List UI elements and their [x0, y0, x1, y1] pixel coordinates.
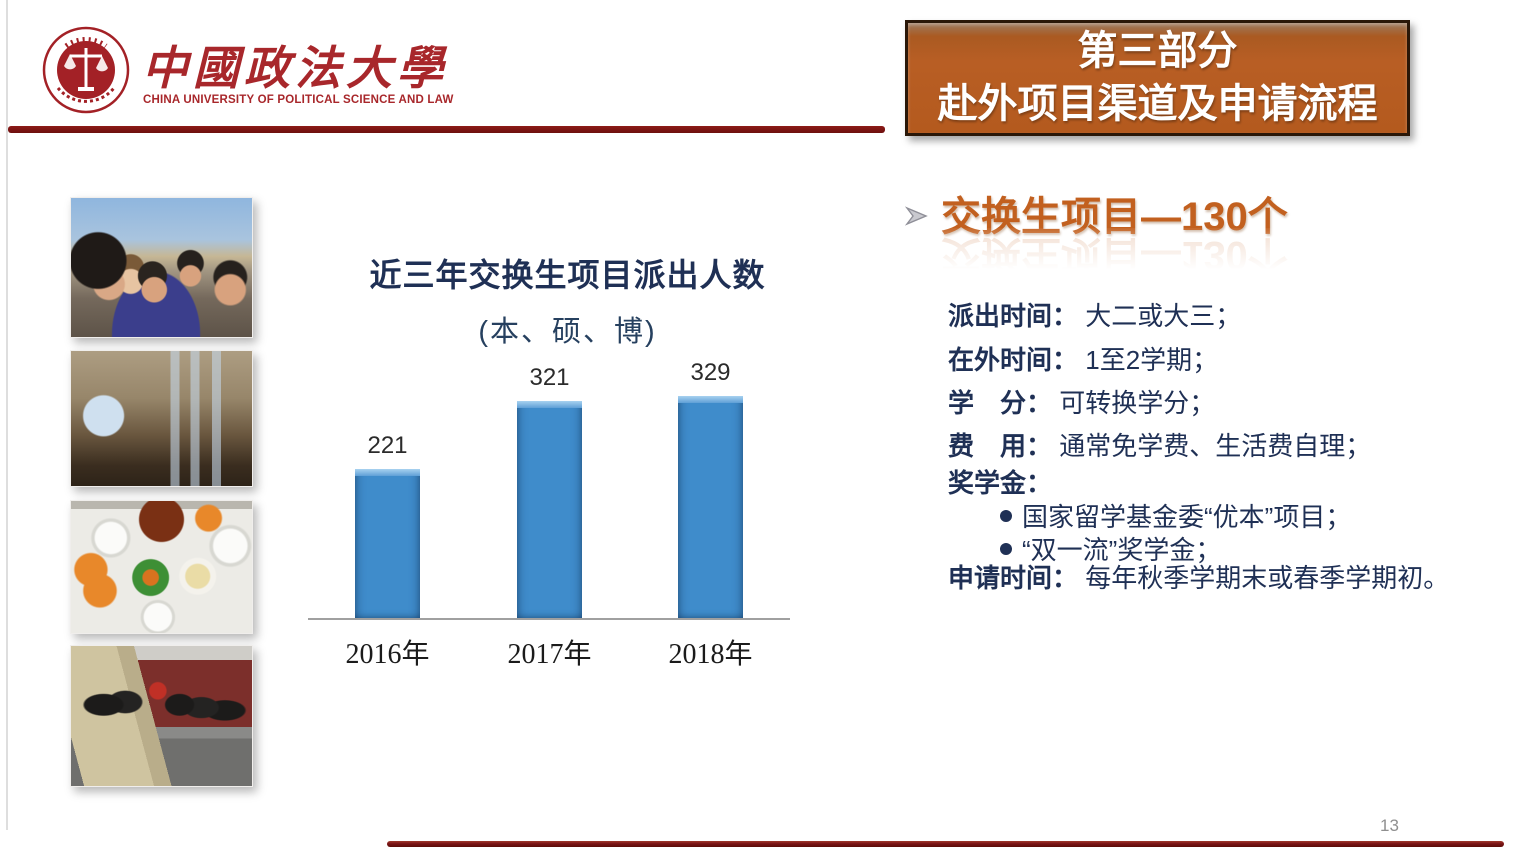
info-line-dispatch-time: 派出时间： 大二或大三； [948, 296, 1241, 333]
info-label: 申请时间： [948, 563, 1079, 593]
footer-divider-rule [387, 841, 1504, 847]
info-bullet-double-first-class: “双一流”奖学金； [948, 530, 1221, 567]
info-bullet-csc-program: 国家留学基金委“优本”项目； [948, 497, 1351, 534]
heading-reflection-fade [900, 228, 1380, 280]
bar-2018 [678, 396, 743, 618]
bar-group-2018: 329 [678, 359, 743, 618]
info-value: 每年秋季学期末或春季学期初。 [1085, 563, 1450, 593]
bar-2016 [355, 469, 420, 618]
university-seal-icon [42, 26, 130, 114]
photo-dinner-table-food [70, 500, 253, 634]
info-line-application-time: 申请时间： 每年秋季学期末或春季学期初。 [948, 558, 1449, 595]
page-number: 13 [1380, 816, 1399, 835]
chart-subtitle: (本、硕、博) [478, 316, 657, 348]
category-label-2017: 2017年 [507, 639, 592, 670]
info-label: 派出时间： [948, 301, 1079, 331]
photo-buffet-gathering [70, 645, 253, 787]
info-label: 费 用： [948, 431, 1053, 461]
bullet-dot-icon [1000, 509, 1012, 522]
category-label-2018: 2018年 [668, 639, 753, 670]
info-line-abroad-time: 在外时间： 1至2学期； [948, 340, 1218, 377]
info-label: 在外时间： [948, 345, 1079, 375]
arrow-bullet-icon [905, 206, 928, 226]
info-value: 1至2学期； [1085, 345, 1219, 375]
bar-2017 [517, 401, 582, 618]
category-label-2016: 2016年 [345, 639, 430, 670]
info-value: “双一流”奖学金； [1022, 535, 1222, 565]
slide-edge-line [6, 0, 8, 830]
info-value: 可转换学分； [1059, 388, 1216, 418]
university-name-cn: 中國政法大學 [142, 43, 448, 94]
info-value: 大二或大三； [1085, 301, 1242, 331]
bar-value-2016: 221 [367, 432, 408, 459]
bar-chart: 近三年交换生项目派出人数 (本、硕、博) 221 321 329 2016年 2… [295, 250, 840, 680]
x-axis-line [308, 618, 790, 620]
bar-value-2017: 321 [529, 364, 570, 391]
chart-title: 近三年交换生项目派出人数 [369, 257, 766, 293]
info-line-fees: 费 用： 通常免学费、生活费自理； [948, 426, 1371, 463]
header-divider-rule [8, 126, 885, 133]
section-title-banner: 第三部分 赴外项目渠道及申请流程 [905, 20, 1410, 136]
info-label: 学 分： [948, 388, 1053, 418]
photo-library-reading-room [70, 350, 253, 487]
info-value: 通常免学费、生活费自理； [1059, 431, 1372, 461]
bar-group-2016: 221 [355, 432, 420, 618]
bar-group-2017: 321 [517, 364, 582, 618]
university-name-en: CHINA UNIVERSITY OF POLITICAL SCIENCE AN… [143, 94, 454, 106]
info-label: 奖学金： [948, 468, 1053, 498]
info-value: 国家留学基金委“优本”项目； [1022, 502, 1352, 532]
banner-line-2: 赴外项目渠道及申请流程 [937, 82, 1378, 126]
bullet-dot-icon [1000, 542, 1012, 555]
info-line-scholarship: 奖学金： [948, 463, 1052, 500]
banner-line-1: 第三部分 [1077, 29, 1238, 73]
info-line-credits: 学 分： 可转换学分； [948, 383, 1215, 420]
photo-students-group-selfie [70, 197, 253, 338]
bar-value-2018: 329 [690, 359, 731, 386]
